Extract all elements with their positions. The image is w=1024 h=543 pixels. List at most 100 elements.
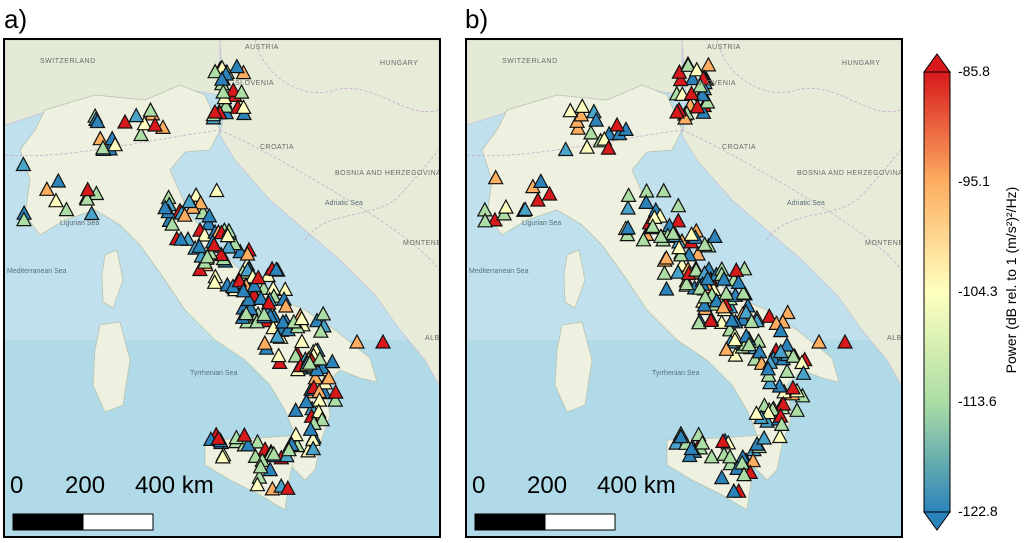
station-marker[interactable] bbox=[700, 56, 717, 72]
station-marker[interactable] bbox=[656, 264, 673, 280]
station-marker[interactable] bbox=[588, 111, 605, 127]
station-marker[interactable] bbox=[735, 284, 752, 300]
station-marker[interactable] bbox=[658, 280, 675, 296]
station-marker[interactable] bbox=[327, 383, 344, 399]
station-marker[interactable] bbox=[683, 440, 700, 456]
station-marker[interactable] bbox=[726, 331, 744, 347]
station-marker[interactable] bbox=[146, 116, 164, 132]
station-marker[interactable] bbox=[688, 261, 705, 277]
station-marker[interactable] bbox=[58, 201, 75, 217]
station-marker[interactable] bbox=[487, 169, 504, 185]
station-marker[interactable] bbox=[574, 98, 591, 114]
station-marker[interactable] bbox=[311, 350, 328, 366]
station-marker[interactable] bbox=[279, 480, 296, 495]
station-marker[interactable] bbox=[723, 312, 740, 327]
station-marker[interactable] bbox=[236, 426, 253, 442]
station-marker[interactable] bbox=[635, 231, 652, 247]
station-marker[interactable] bbox=[206, 103, 224, 119]
station-marker[interactable] bbox=[652, 228, 669, 243]
station-marker[interactable] bbox=[784, 379, 802, 395]
station-marker[interactable] bbox=[233, 83, 250, 99]
station-marker[interactable] bbox=[735, 466, 753, 482]
station-marker[interactable] bbox=[219, 227, 236, 243]
station-marker[interactable] bbox=[644, 218, 661, 233]
station-marker[interactable] bbox=[38, 181, 55, 196]
station-marker[interactable] bbox=[265, 445, 282, 461]
station-marker[interactable] bbox=[314, 411, 331, 427]
station-marker[interactable] bbox=[348, 333, 366, 349]
station-marker[interactable] bbox=[678, 275, 695, 291]
station-marker[interactable] bbox=[280, 441, 298, 457]
station-marker[interactable] bbox=[107, 136, 124, 152]
station-marker[interactable] bbox=[215, 83, 232, 99]
station-marker[interactable] bbox=[671, 239, 688, 255]
station-marker[interactable] bbox=[246, 277, 263, 293]
station-marker[interactable] bbox=[703, 448, 720, 464]
map-panel-b[interactable]: AUSTRIA HUNGARY SWITZERLAND SLOVENIA CROATIA… bbox=[465, 38, 903, 538]
station-marker[interactable] bbox=[256, 306, 273, 322]
station-marker[interactable] bbox=[672, 246, 689, 262]
station-marker[interactable] bbox=[730, 274, 747, 289]
station-marker[interactable] bbox=[694, 434, 711, 450]
station-marker[interactable] bbox=[277, 297, 294, 313]
station-marker[interactable] bbox=[293, 310, 310, 326]
station-marker[interactable] bbox=[268, 261, 285, 277]
station-marker[interactable] bbox=[715, 298, 732, 314]
station-marker[interactable] bbox=[788, 402, 806, 417]
station-marker[interactable] bbox=[50, 172, 67, 188]
station-marker[interactable] bbox=[562, 102, 579, 118]
station-marker[interactable] bbox=[79, 190, 96, 206]
station-marker[interactable] bbox=[557, 141, 574, 157]
station-marker[interactable] bbox=[772, 343, 789, 359]
station-marker[interactable] bbox=[669, 263, 687, 279]
station-marker[interactable] bbox=[778, 336, 795, 352]
station-marker[interactable] bbox=[89, 113, 106, 129]
station-marker[interactable] bbox=[689, 98, 706, 114]
station-marker[interactable] bbox=[320, 369, 337, 385]
station-marker[interactable] bbox=[578, 138, 596, 154]
station-marker[interactable] bbox=[256, 334, 273, 350]
station-marker[interactable] bbox=[773, 416, 790, 431]
station-marker[interactable] bbox=[302, 421, 319, 436]
station-marker[interactable] bbox=[725, 482, 742, 498]
station-marker[interactable] bbox=[608, 116, 626, 132]
station-marker[interactable] bbox=[260, 294, 277, 310]
station-marker[interactable] bbox=[655, 182, 672, 198]
station-marker[interactable] bbox=[738, 303, 755, 319]
station-marker[interactable] bbox=[756, 429, 773, 445]
station-marker[interactable] bbox=[15, 156, 32, 172]
station-marker[interactable] bbox=[94, 139, 112, 155]
station-marker[interactable] bbox=[201, 207, 218, 223]
station-marker[interactable] bbox=[699, 270, 716, 286]
station-marker[interactable] bbox=[249, 433, 266, 449]
station-marker[interactable] bbox=[761, 374, 779, 390]
station-marker[interactable] bbox=[772, 322, 789, 338]
station-marker[interactable] bbox=[810, 333, 828, 349]
station-marker[interactable] bbox=[760, 404, 777, 420]
station-marker[interactable] bbox=[745, 452, 762, 468]
station-marker[interactable] bbox=[706, 228, 723, 243]
station-marker[interactable] bbox=[779, 304, 796, 320]
station-marker[interactable] bbox=[213, 70, 230, 86]
station-marker[interactable] bbox=[252, 290, 269, 305]
station-marker[interactable] bbox=[740, 336, 758, 352]
station-marker[interactable] bbox=[250, 269, 267, 285]
station-marker[interactable] bbox=[240, 436, 257, 452]
station-marker[interactable] bbox=[238, 305, 255, 321]
station-marker[interactable] bbox=[239, 245, 256, 261]
station-marker[interactable] bbox=[696, 236, 713, 252]
station-marker[interactable] bbox=[691, 279, 708, 295]
station-marker[interactable] bbox=[692, 77, 709, 93]
station-marker[interactable] bbox=[697, 288, 714, 304]
station-marker[interactable] bbox=[680, 57, 697, 72]
station-marker[interactable] bbox=[718, 285, 735, 300]
station-marker[interactable] bbox=[274, 313, 291, 329]
station-marker[interactable] bbox=[718, 341, 735, 356]
station-marker[interactable] bbox=[715, 270, 732, 286]
station-marker[interactable] bbox=[301, 354, 318, 370]
station-marker[interactable] bbox=[778, 363, 796, 378]
station-marker[interactable] bbox=[235, 282, 252, 298]
station-marker[interactable] bbox=[220, 238, 237, 254]
station-marker[interactable] bbox=[15, 211, 32, 227]
station-marker[interactable] bbox=[269, 328, 286, 343]
